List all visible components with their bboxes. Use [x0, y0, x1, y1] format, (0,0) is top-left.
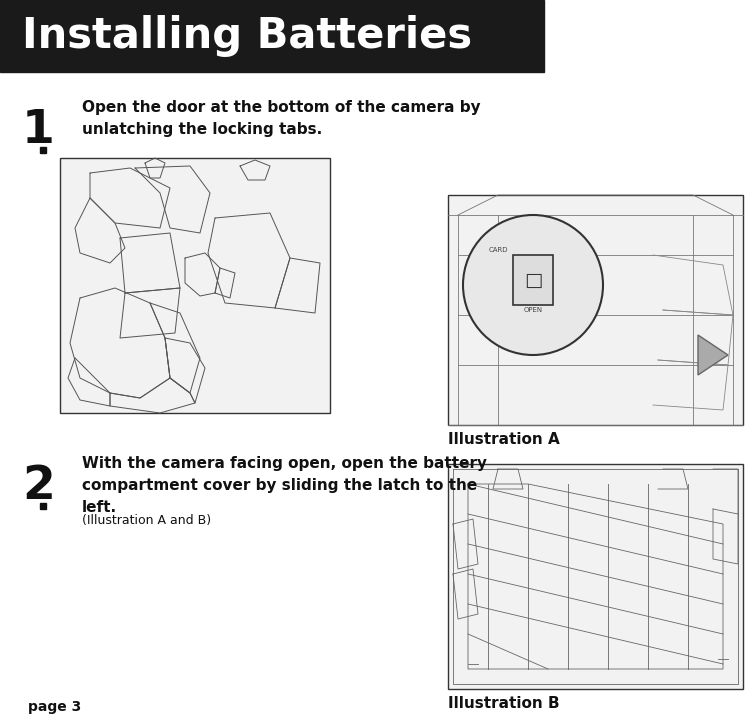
Text: (Illustration A and B): (Illustration A and B): [82, 514, 211, 527]
Text: 1: 1: [22, 108, 55, 153]
Bar: [40, 147, 46, 153]
Text: page 3: page 3: [28, 700, 82, 714]
Bar: [513, 255, 553, 305]
Text: Open the door at the bottom of the camera by
unlatching the locking tabs.: Open the door at the bottom of the camer…: [82, 100, 481, 138]
Text: □: □: [524, 271, 542, 290]
Bar: [448, 464, 743, 689]
Circle shape: [715, 661, 731, 677]
Circle shape: [463, 215, 603, 355]
Circle shape: [715, 476, 731, 492]
Text: With the camera facing open, open the battery
compartment cover by sliding the l: With the camera facing open, open the ba…: [82, 456, 487, 515]
Bar: [60, 158, 330, 413]
Text: Illustration B: Illustration B: [448, 696, 559, 711]
Text: OPEN: OPEN: [523, 307, 543, 313]
Text: 2: 2: [22, 464, 55, 509]
Text: CARD: CARD: [488, 247, 508, 253]
Bar: [40, 503, 46, 509]
Circle shape: [460, 661, 476, 677]
Polygon shape: [698, 335, 728, 375]
Bar: [448, 195, 743, 425]
Bar: [0, 0, 544, 72]
Text: Illustration A: Illustration A: [448, 432, 559, 447]
Text: Installing Batteries: Installing Batteries: [22, 15, 472, 57]
